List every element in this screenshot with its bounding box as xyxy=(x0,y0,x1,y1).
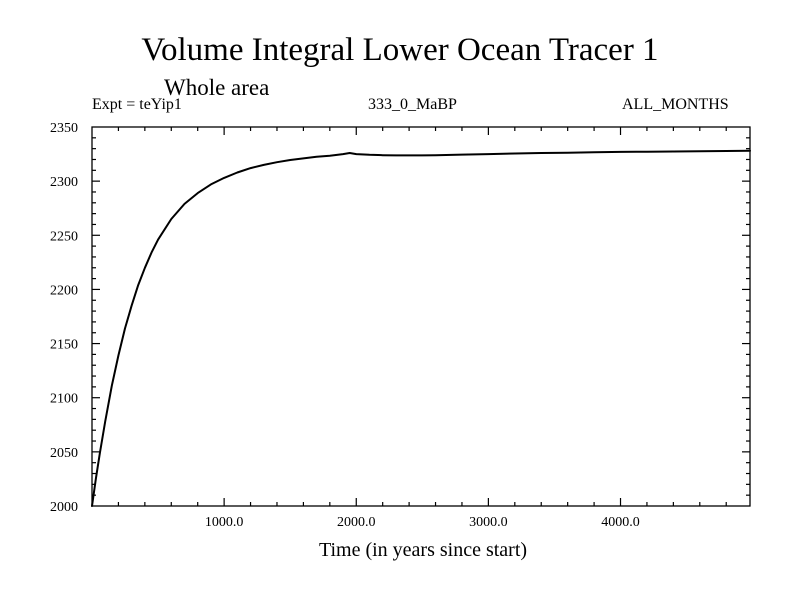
y-tick-label: 2350 xyxy=(50,121,78,136)
experiment-label: Expt = teYip1 xyxy=(92,96,182,113)
axis-ticks xyxy=(92,127,750,506)
series-line-tracer-1 xyxy=(91,149,751,507)
chart-subtitle: Whole area xyxy=(164,75,270,100)
x-tick-label: 2000.0 xyxy=(337,515,376,530)
y-tick-label: 2250 xyxy=(50,229,78,244)
x-tick-label: 3000.0 xyxy=(469,515,508,530)
period-label: 333_0_MaBP xyxy=(368,96,457,113)
y-tick-label: 2100 xyxy=(50,392,78,407)
tick-labels: 1000.0 2000.0 3000.0 4000.0 2000 2050 2100 2150… xyxy=(50,121,640,530)
x-tick-label: 1000.0 xyxy=(205,515,244,530)
y-tick-label: 2150 xyxy=(50,338,78,353)
x-tick-label: 4000.0 xyxy=(601,515,640,530)
y-tick-label: 2200 xyxy=(50,283,78,298)
plot-frame xyxy=(91,126,751,507)
y-tick-label: 2300 xyxy=(50,175,78,190)
months-label: ALL_MONTHS xyxy=(622,96,729,113)
y-tick-label: 2050 xyxy=(50,446,78,461)
y-tick-label: 2000 xyxy=(50,500,78,515)
x-axis-label: Time (in years since start) xyxy=(318,539,528,561)
chart-title: Volume Integral Lower Ocean Tracer 1 xyxy=(141,32,659,68)
